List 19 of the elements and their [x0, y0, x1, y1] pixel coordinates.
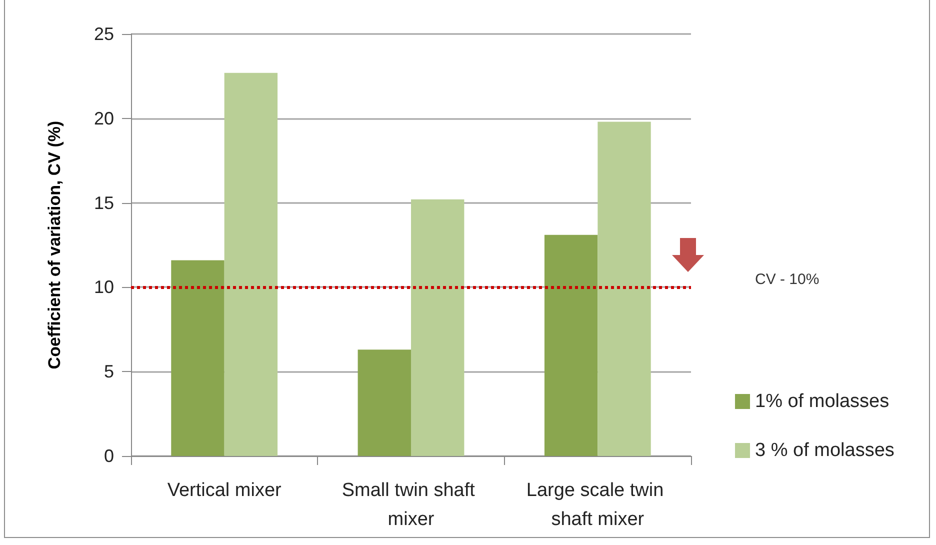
y-axis-title: Coefficient of variation, CV (%) [45, 120, 64, 370]
bar [224, 72, 278, 456]
y-tick-label: 25 [94, 24, 114, 44]
x-tick-label: Large scale twin shaft mixer [526, 480, 669, 530]
y-tick-label: 10 [94, 277, 114, 298]
bar [544, 234, 598, 456]
text: CV - 10% [755, 271, 820, 288]
bar [598, 122, 651, 456]
y-tick-label: 5 [104, 362, 114, 382]
bar [411, 199, 464, 456]
x-tick-label: Vertical mixer [167, 480, 282, 501]
y-tick-label: 15 [94, 192, 114, 213]
y-tick-label: 20 [94, 108, 114, 128]
bar [171, 260, 224, 456]
x-tick-label: Small twin shaft mixer [342, 480, 480, 530]
bar [358, 350, 411, 456]
legend-label: 1% of molasses [755, 391, 890, 412]
legend-label: 3 % of molasses [755, 440, 894, 461]
y-tick-label: 0 [104, 446, 114, 466]
